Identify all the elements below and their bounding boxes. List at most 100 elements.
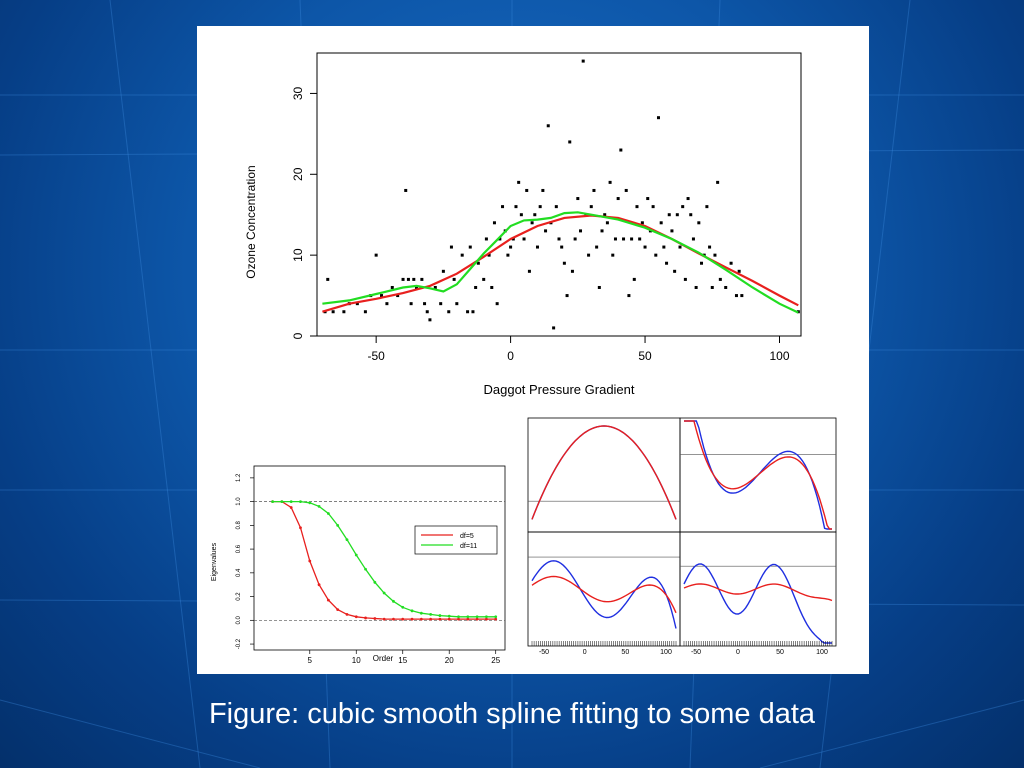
ozone-data-point <box>342 310 346 314</box>
ozone-data-point <box>683 277 687 281</box>
ozone-data-point <box>581 59 585 63</box>
basis-functions-chart: -50 0 50 100 -50 0 50 100 <box>527 417 837 654</box>
ozone-data-point <box>673 269 677 273</box>
ozone-data-point <box>740 294 744 298</box>
ozone-data-point <box>646 197 650 201</box>
ozone-data-point <box>474 285 478 289</box>
ozone-data-point <box>449 245 453 249</box>
eigen-series-point <box>392 599 395 603</box>
eigen-y-tick-label: 0.2 <box>236 592 242 601</box>
ozone-data-point <box>681 205 685 209</box>
eigen-series-point <box>299 526 302 530</box>
eigen-series-point <box>336 523 340 527</box>
ozone-scatter-chart: Daggot Pressure Gradient Ozone Concentra… <box>244 52 802 397</box>
ozone-data-point <box>468 245 472 249</box>
ozone-data-point <box>611 253 615 257</box>
eigen-series-point <box>373 580 377 584</box>
ozone-data-point <box>476 261 480 265</box>
ozone-y-axis-label: Ozone Concentration <box>244 165 258 278</box>
ozone-data-point <box>544 229 548 233</box>
ozone-data-point <box>423 302 427 306</box>
ozone-data-point <box>619 148 623 152</box>
eigen-series-point <box>494 617 498 621</box>
eigen-series-point <box>354 553 358 557</box>
eigen-x-tick-label: 5 <box>308 656 313 665</box>
figure-panel: Daggot Pressure Gradient Ozone Concentra… <box>197 26 869 674</box>
ozone-data-point <box>495 302 499 306</box>
ozone-data-point <box>425 310 429 314</box>
ozone-data-point <box>716 180 720 184</box>
ozone-data-point <box>627 294 631 298</box>
eigen-series-point <box>494 615 498 619</box>
ozone-data-point <box>708 245 712 249</box>
ozone-data-point <box>640 221 644 225</box>
ozone-data-point <box>535 245 539 249</box>
ozone-data-point <box>734 294 738 298</box>
basis-curve-red <box>531 425 677 520</box>
eigen-series-point <box>401 617 405 621</box>
ozone-data-point <box>576 197 580 201</box>
ozone-data-point <box>530 221 534 225</box>
ozone-data-point <box>355 302 359 306</box>
ozone-data-point <box>522 237 526 241</box>
eigen-x-axis-label: Order <box>373 654 394 663</box>
ozone-data-point <box>519 213 523 217</box>
background-line <box>109 0 201 768</box>
eigen-series-point <box>475 615 479 619</box>
ozone-data-point <box>546 124 550 128</box>
ozone-data-point <box>675 213 679 217</box>
ozone-data-point <box>447 310 451 314</box>
ozone-data-point <box>455 302 459 306</box>
eigen-series-point <box>475 617 479 621</box>
eigen-series-point <box>401 605 405 609</box>
ozone-data-point <box>700 261 704 265</box>
eigen-series-point <box>326 598 330 602</box>
basis-panel-frame <box>527 531 681 647</box>
ozone-data-point <box>363 310 367 314</box>
eigen-series-point <box>438 614 442 617</box>
ozone-data-point <box>331 310 335 314</box>
eigen-x-tick-label: 10 <box>352 656 361 665</box>
eigen-series-point <box>382 591 386 595</box>
ozone-data-point <box>689 213 693 217</box>
ozone-data-point <box>729 261 733 265</box>
eigen-series-point <box>364 616 367 620</box>
eigen-series-point <box>354 615 358 619</box>
eigen-series-point <box>485 615 488 619</box>
ozone-data-point <box>705 205 709 209</box>
ozone-data-point <box>691 237 695 241</box>
ozone-data-point <box>670 229 674 233</box>
ozone-data-point <box>568 140 572 144</box>
ozone-data-point <box>471 310 475 314</box>
ozone-data-point <box>573 237 577 241</box>
ozone-data-point <box>737 269 741 273</box>
ozone-data-point <box>643 245 647 249</box>
eigen-series-point <box>308 559 312 563</box>
eigen-series-point <box>373 617 377 620</box>
ozone-data-point <box>380 294 384 298</box>
eigen-y-tick-label: -0.2 <box>236 638 242 649</box>
eigen-x-tick-label: 20 <box>445 656 454 665</box>
ozone-data-point <box>452 277 456 281</box>
ozone-data-point <box>484 237 488 241</box>
ozone-data-point <box>562 261 566 265</box>
eigen-series-point <box>364 567 367 571</box>
ozone-data-point <box>597 285 601 289</box>
ozone-data-point <box>665 261 669 265</box>
eigen-series-point <box>410 617 414 621</box>
basis-curve-red <box>684 420 832 530</box>
eigen-series-point <box>345 612 349 616</box>
basis-x-tick-label: 50 <box>776 649 784 654</box>
eigen-y-tick-label: 1.0 <box>236 497 242 506</box>
ozone-data-point <box>632 277 636 281</box>
basis-x-tick-label: 50 <box>621 649 629 654</box>
eigen-series-point <box>466 617 470 621</box>
ozone-data-point <box>694 285 698 289</box>
basis-curve-red <box>683 583 833 602</box>
ozone-data-point <box>710 285 714 289</box>
ozone-data-point <box>678 245 682 249</box>
ozone-data-point <box>374 253 378 257</box>
ozone-x-tick-label: 0 <box>507 349 514 363</box>
ozone-data-point <box>492 221 496 225</box>
